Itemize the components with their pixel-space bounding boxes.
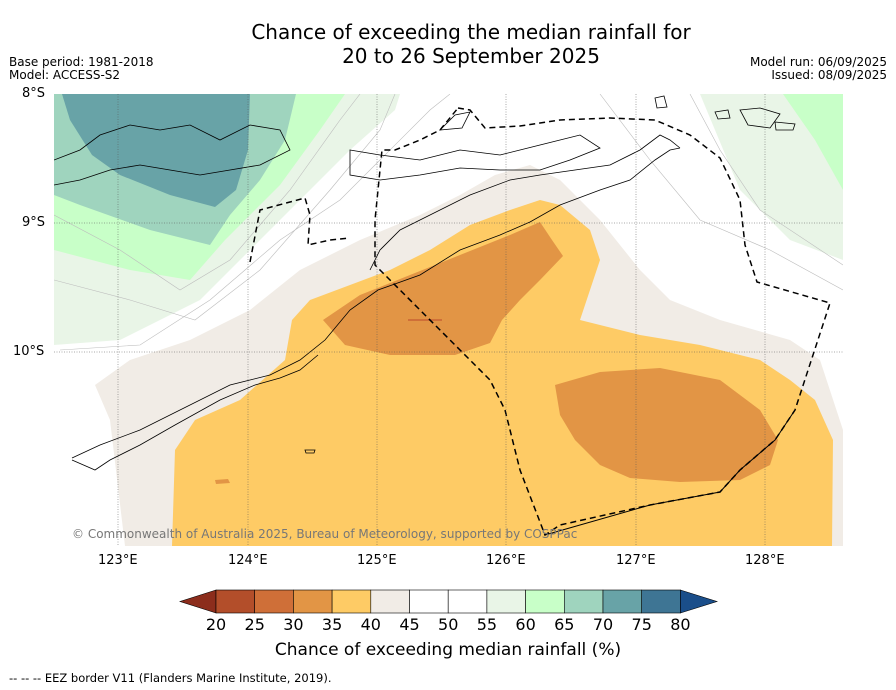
copyright-notice: © Commonwealth of Australia 2025, Bureau… <box>72 527 578 541</box>
lat-label-8s: 8°S <box>22 86 46 101</box>
timor-coast-south <box>71 354 319 471</box>
colorbar-extend-low <box>179 589 217 614</box>
colorbar-segment <box>215 589 256 614</box>
metadata-left: Base period: 1981-2018 Model: ACCESS-S2 <box>9 56 154 82</box>
lon-label-124e: 124°E <box>228 553 268 568</box>
map-area <box>54 94 843 546</box>
colorbar-segment <box>563 589 604 614</box>
colorbar-extend-high <box>680 589 719 614</box>
colorbar-tick-label: 50 <box>438 615 459 634</box>
wetar-island <box>438 111 471 131</box>
lat-label-9s: 9°S <box>22 215 46 230</box>
eez-border <box>249 107 831 537</box>
model-run: Model run: 06/09/2025 <box>749 55 887 69</box>
colorbar-tick-label: 70 <box>592 615 614 634</box>
colorbar-tick-label: 35 <box>321 615 343 634</box>
base-period: Base period: 1981-2018 <box>9 55 154 69</box>
colorbar-segment <box>293 589 333 614</box>
colorbar-tick-label: 45 <box>399 615 420 634</box>
region-70-75 <box>62 94 250 207</box>
region-30-35-west <box>323 222 563 355</box>
timor-east-tip <box>369 134 681 271</box>
small-island-3 <box>774 121 796 131</box>
colorbar-tick-label: 25 <box>244 615 265 634</box>
small-island-4 <box>714 109 731 120</box>
region-30-35-spot <box>215 479 230 484</box>
colorbar-segment <box>486 589 526 614</box>
colorbar-segment <box>409 589 449 614</box>
title-line-2: 20 to 26 September 2025 <box>342 44 600 68</box>
colorbar-segment <box>602 589 643 614</box>
colorbar-tick-label: 30 <box>283 615 304 634</box>
colorbar-tick-label: 75 <box>631 615 652 634</box>
coastlines <box>54 95 796 471</box>
colorbar-tick-label: 60 <box>515 615 536 634</box>
model-name: Model: ACCESS-S2 <box>9 68 121 82</box>
flores-coast <box>54 124 291 186</box>
colorbar-tick-label: 55 <box>476 615 498 634</box>
colorbar-tick-label: 80 <box>670 615 691 634</box>
region-55-60-east <box>700 94 843 260</box>
lon-label-123e: 123°E <box>98 553 138 568</box>
region-25-30-spot <box>408 319 442 321</box>
colorbar-segment <box>331 589 372 614</box>
colorbar-segment <box>447 589 488 614</box>
colorbar-segment <box>370 589 410 614</box>
small-island-1 <box>654 95 668 109</box>
grid-lines <box>54 94 843 546</box>
timor-coast-north <box>71 147 681 459</box>
colorbar-tick-label: 65 <box>554 615 575 634</box>
eez-legend-footer: -- -- -- EEZ border V11 (Flanders Marine… <box>9 671 332 685</box>
issued-date: Issued: 08/09/2025 <box>771 68 887 82</box>
chart-title: Chance of exceeding the median rainfall … <box>0 20 896 68</box>
region-60-65-east <box>783 94 843 190</box>
region-30-35-east <box>555 368 778 482</box>
small-island-5 <box>304 449 316 454</box>
colorbar-segment <box>525 589 565 614</box>
title-line-1: Chance of exceeding the median rainfall … <box>251 20 691 44</box>
lat-label-10s: 10°S <box>13 344 45 359</box>
colorbar-tick-label: 40 <box>360 615 381 634</box>
lon-label-126e: 126°E <box>486 553 526 568</box>
colorbar-tick-label: 20 <box>205 615 227 634</box>
lon-label-125e: 125°E <box>357 553 397 568</box>
small-island-2 <box>739 107 781 129</box>
colorbar <box>179 589 719 614</box>
colorbar-segment <box>254 589 294 614</box>
alor-island <box>349 134 601 181</box>
metadata-right: Model run: 06/09/2025 Issued: 08/09/2025 <box>750 56 887 82</box>
lon-label-127e: 127°E <box>616 553 656 568</box>
eez-border-solid <box>544 409 796 536</box>
colorbar-label: Chance of exceeding median rainfall (%) <box>274 640 622 660</box>
colorbar-segment <box>641 589 681 614</box>
lon-label-128e: 128°E <box>745 553 785 568</box>
contour-lines <box>54 94 843 351</box>
